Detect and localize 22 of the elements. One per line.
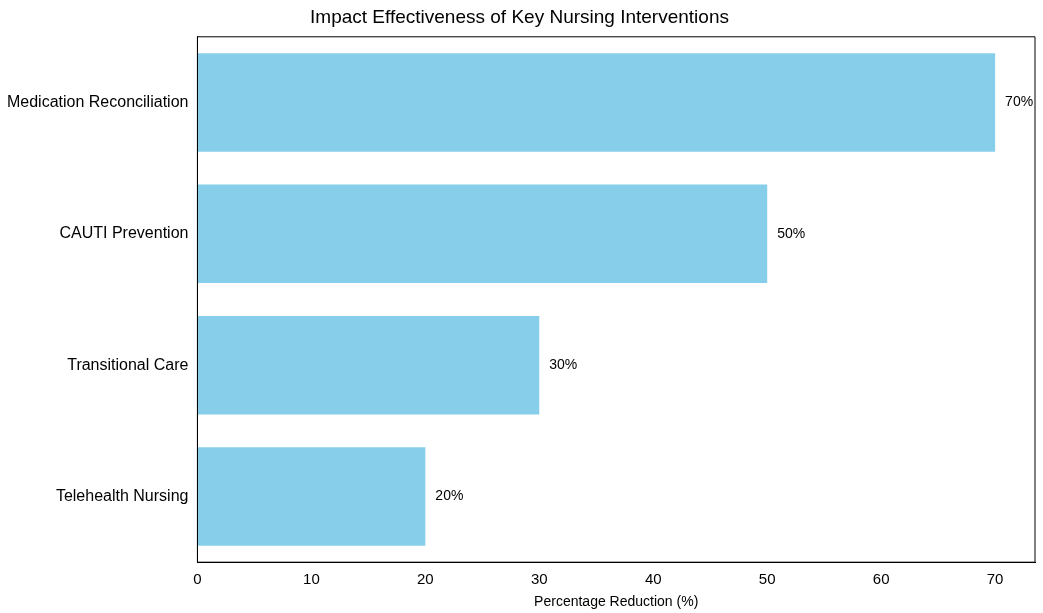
bar [197, 53, 996, 152]
y-tick-label: CAUTI Prevention [59, 224, 189, 242]
x-tick-label: 40 [644, 570, 662, 588]
bar [197, 184, 768, 284]
x-tick-label: 30 [530, 570, 548, 588]
bar [197, 315, 540, 415]
x-tick-label: 0 [193, 570, 202, 588]
data-label: 30% [549, 356, 578, 373]
y-tick-label: Telehealth Nursing [55, 486, 189, 504]
x-tick-label: 60 [872, 570, 890, 588]
bar [197, 447, 426, 546]
y-tick-label: Medication Reconciliation [6, 92, 189, 110]
chart-title: Impact Effectiveness of Key Nursing Interventions [310, 5, 729, 27]
data-label: 70% [1005, 93, 1034, 110]
x-axis-title: Percentage Reduction (%) [534, 593, 699, 610]
y-tick-label: Transitional Care [67, 355, 189, 373]
x-tick-label: 20 [417, 570, 434, 588]
data-label: 50% [777, 224, 806, 241]
x-tick-label: 50 [758, 570, 776, 588]
x-tick-label: 70 [986, 570, 1004, 588]
data-label: 20% [435, 487, 464, 504]
x-tick-label: 10 [303, 570, 320, 588]
